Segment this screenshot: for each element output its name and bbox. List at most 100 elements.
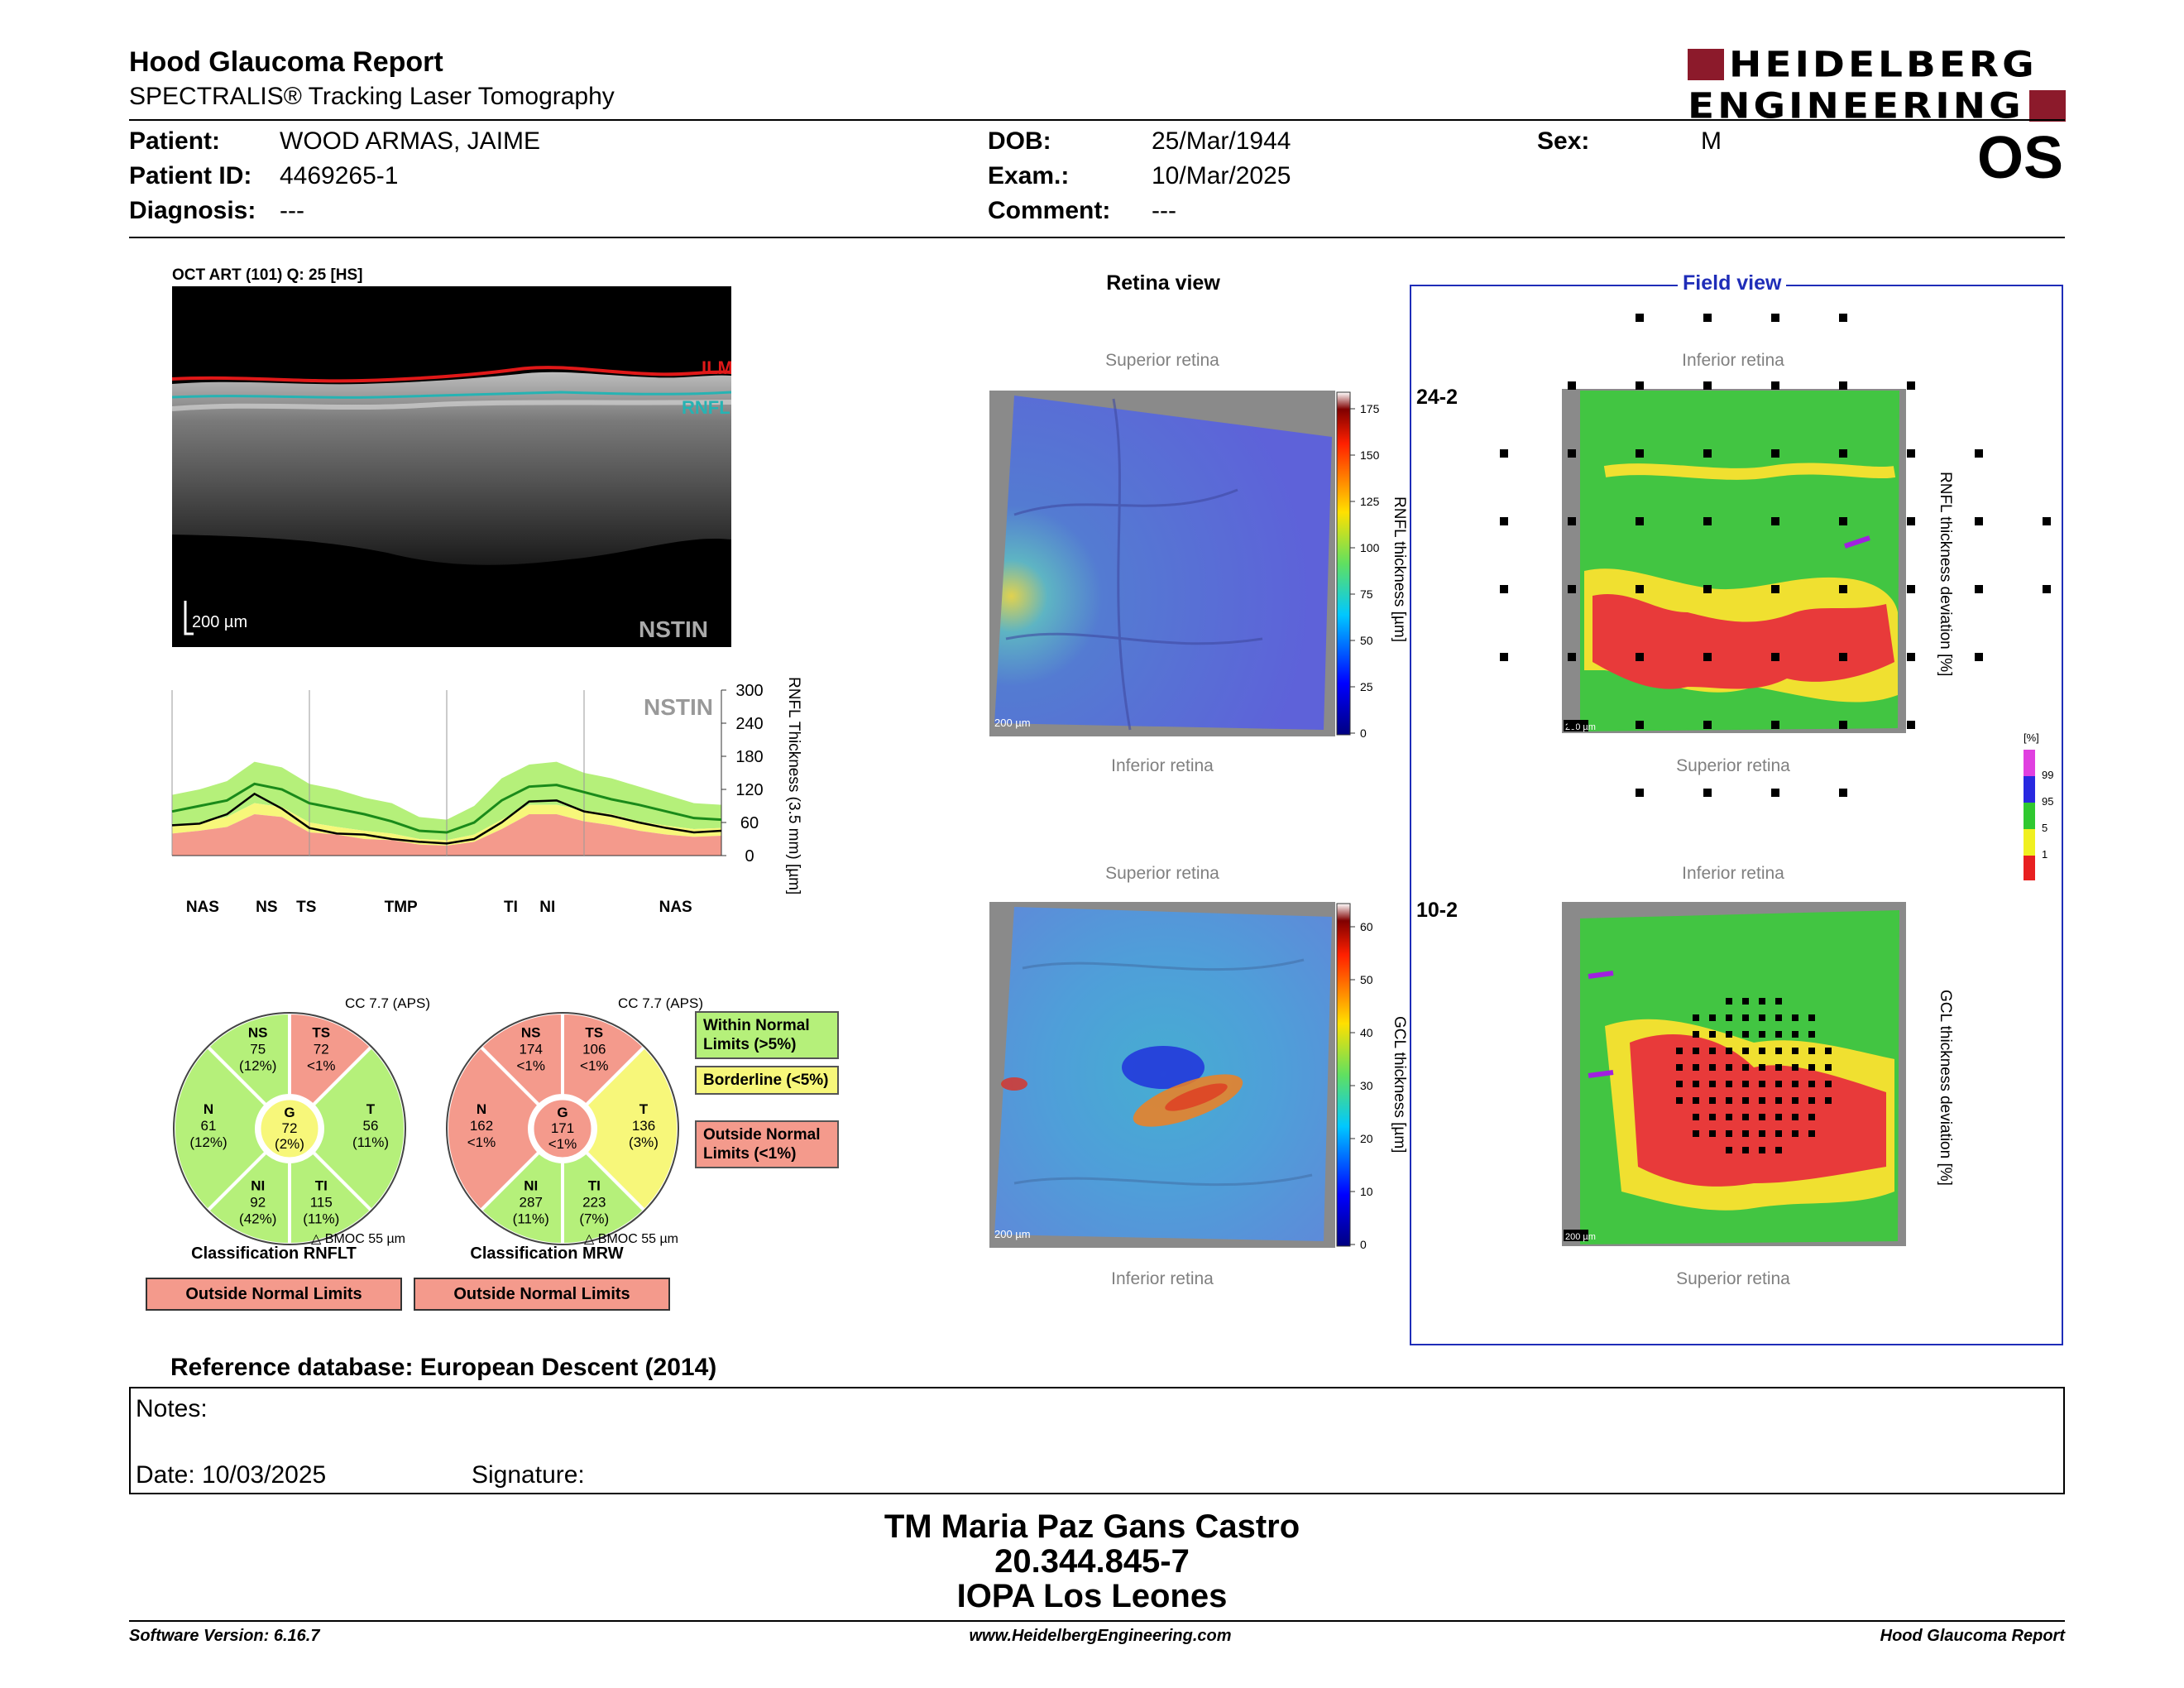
test-point-24-2 [1703, 653, 1712, 661]
y-tick-label: 60 [740, 814, 759, 832]
retina-superior-label-1: Superior retina [1105, 351, 1219, 370]
test-point-10-2 [1742, 1048, 1749, 1054]
normal-mean-line [171, 782, 722, 834]
deviation-map-24-2: 200 µm [1406, 298, 2068, 827]
test-point-24-2 [1975, 585, 1983, 593]
logo-line2: ENGINEERING [1688, 85, 2024, 127]
signer-institution: IOPA Los Leones [956, 1578, 1228, 1614]
test-point-24-2 [1907, 381, 1915, 390]
test-point-10-2 [1808, 1130, 1815, 1137]
rnflt-global-circle [258, 1097, 321, 1160]
percentile-tick-label: 99 [2042, 769, 2054, 781]
rnfl-scale-tick-label: 125 [1360, 495, 1380, 508]
mrw-sector-text: 162 [470, 1118, 493, 1134]
comment-label: Comment: [988, 197, 1111, 224]
test-point-24-2 [1568, 653, 1576, 661]
test-point-10-2 [1693, 1081, 1699, 1087]
rnfl-scale-tick-label: 0 [1360, 727, 1367, 738]
rnflt-sector-text: (42%) [239, 1211, 276, 1226]
patient-id-label: Patient ID: [129, 162, 252, 189]
exam-value: 10/Mar/2025 [1152, 162, 1291, 189]
mrw-sector-text: <1% [467, 1134, 496, 1150]
mrw-sector-text: T [639, 1101, 649, 1117]
rnflt-classification-label: Classification RNFLT [191, 1244, 357, 1263]
test-point-10-2 [1775, 1048, 1782, 1054]
rnflt-sector-text: NS [248, 1025, 268, 1041]
notes-label: Notes: [136, 1395, 208, 1422]
gcl-scale-tick-label: 60 [1360, 920, 1373, 933]
logo-line1: HEIDELBERG [1729, 44, 2038, 85]
test-point-10-2 [1709, 1081, 1716, 1087]
retina-inferior-label-1: Inferior retina [1111, 756, 1214, 775]
test-point-24-2 [1771, 449, 1779, 458]
test-point-24-2 [2043, 585, 2051, 593]
test-point-10-2 [1693, 1130, 1699, 1137]
test-point-10-2 [1792, 1130, 1798, 1137]
field-inferior-label-2: Inferior retina [1682, 864, 1784, 883]
test-point-24-2 [1703, 517, 1712, 525]
x-tick-label: NAS [659, 899, 692, 916]
mrw-sector-text: NS [521, 1025, 541, 1041]
test-point-10-2 [1775, 998, 1782, 1005]
test-point-10-2 [1676, 1048, 1683, 1054]
gcl-scale-tick-label: 30 [1360, 1079, 1373, 1092]
test-point-24-2 [1568, 721, 1576, 729]
test-point-10-2 [1825, 1048, 1832, 1054]
mrw-sector-text: TS [585, 1025, 603, 1041]
brand-logo: HEIDELBERG ENGINEERING [1688, 46, 2068, 124]
rnfl-scale-label: RNFL thickness [µm] [1391, 496, 1408, 643]
header-divider [129, 119, 2065, 121]
mrw-sector-text: (11%) [513, 1211, 549, 1226]
rnflt-global-text: G [284, 1105, 295, 1120]
rnfl-chart-svg: 300 240 180 120 60 0 NAS NS TS TMP TI NI NAS NSTIN [171, 682, 764, 916]
test-point-24-2 [1839, 653, 1847, 661]
test-point-24-2 [1771, 653, 1779, 661]
test-point-10-2 [1726, 1081, 1732, 1087]
rnflt-bmo-note: △ BMOC 55 µm [311, 1232, 405, 1246]
patient-value: WOOD ARMAS, JAIME [280, 127, 541, 155]
logo-square-right [2028, 90, 2066, 122]
rnflt-outer-ring [173, 1012, 406, 1245]
y-tick-label: 0 [745, 847, 754, 866]
gcl-scale-tick-label: 0 [1360, 1238, 1367, 1249]
deviation-102-scale-label: 200 µm [1565, 1232, 1596, 1242]
oct-scale-label: 200 µm [192, 613, 247, 631]
test-point-24-2 [1636, 653, 1644, 661]
retina-view-title: Retina view [1106, 271, 1220, 295]
test-point-24-2 [1771, 585, 1779, 593]
field-superior-label-1: Superior retina [1676, 756, 1790, 775]
rnfl-scale-tick-label: 75 [1360, 587, 1373, 601]
test-point-10-2 [1808, 1114, 1815, 1120]
test-point-10-2 [1792, 1097, 1798, 1104]
test-point-10-2 [1775, 1081, 1782, 1087]
oct-scan-label: OCT ART (101) Q: 25 [HS] [172, 266, 363, 284]
test-point-24-2 [1636, 517, 1644, 525]
legend-borderline: Borderline (<5%) [695, 1066, 839, 1095]
rnfl-color-scale: 175 150 125 100 75 50 25 0 [1335, 391, 1393, 740]
mrw-global-text: <1% [548, 1136, 577, 1152]
test-point-10-2 [1742, 1130, 1749, 1137]
rnflt-sector-text: (11%) [303, 1211, 339, 1226]
gcl-map-scale-label: 200 µm [994, 1228, 1031, 1240]
oct-bscan-image: ILM RNFL 200 µm NSTIN [172, 286, 731, 647]
footer-software-version: Software Version: 6.16.7 [129, 1627, 320, 1645]
test-point-10-2 [1676, 1081, 1683, 1087]
test-point-10-2 [1676, 1064, 1683, 1071]
test-point-10-2 [1726, 1114, 1732, 1120]
mrw-sector-text: N [477, 1101, 486, 1117]
percentile-tick-label: 5 [2042, 822, 2048, 834]
x-tick-label: TI [504, 899, 518, 916]
test-point-10-2 [1759, 1114, 1765, 1120]
mrw-classification-result: Outside Normal Limits [414, 1278, 670, 1311]
y-tick-label: 180 [735, 748, 763, 766]
rnflt-sector-text: (11%) [352, 1134, 389, 1150]
dob-value: 25/Mar/1944 [1152, 127, 1291, 155]
ilm-label: ILM [702, 357, 731, 378]
test-point-24-2 [1839, 381, 1847, 390]
logo-square-left [1688, 49, 1724, 80]
gcl-scale-tick-label: 40 [1360, 1026, 1373, 1039]
rnfl-label: RNFL [682, 397, 730, 418]
retina-layers [172, 372, 731, 565]
rnflt-sector-text: 56 [363, 1118, 379, 1134]
test-point-24-2 [1636, 449, 1644, 458]
